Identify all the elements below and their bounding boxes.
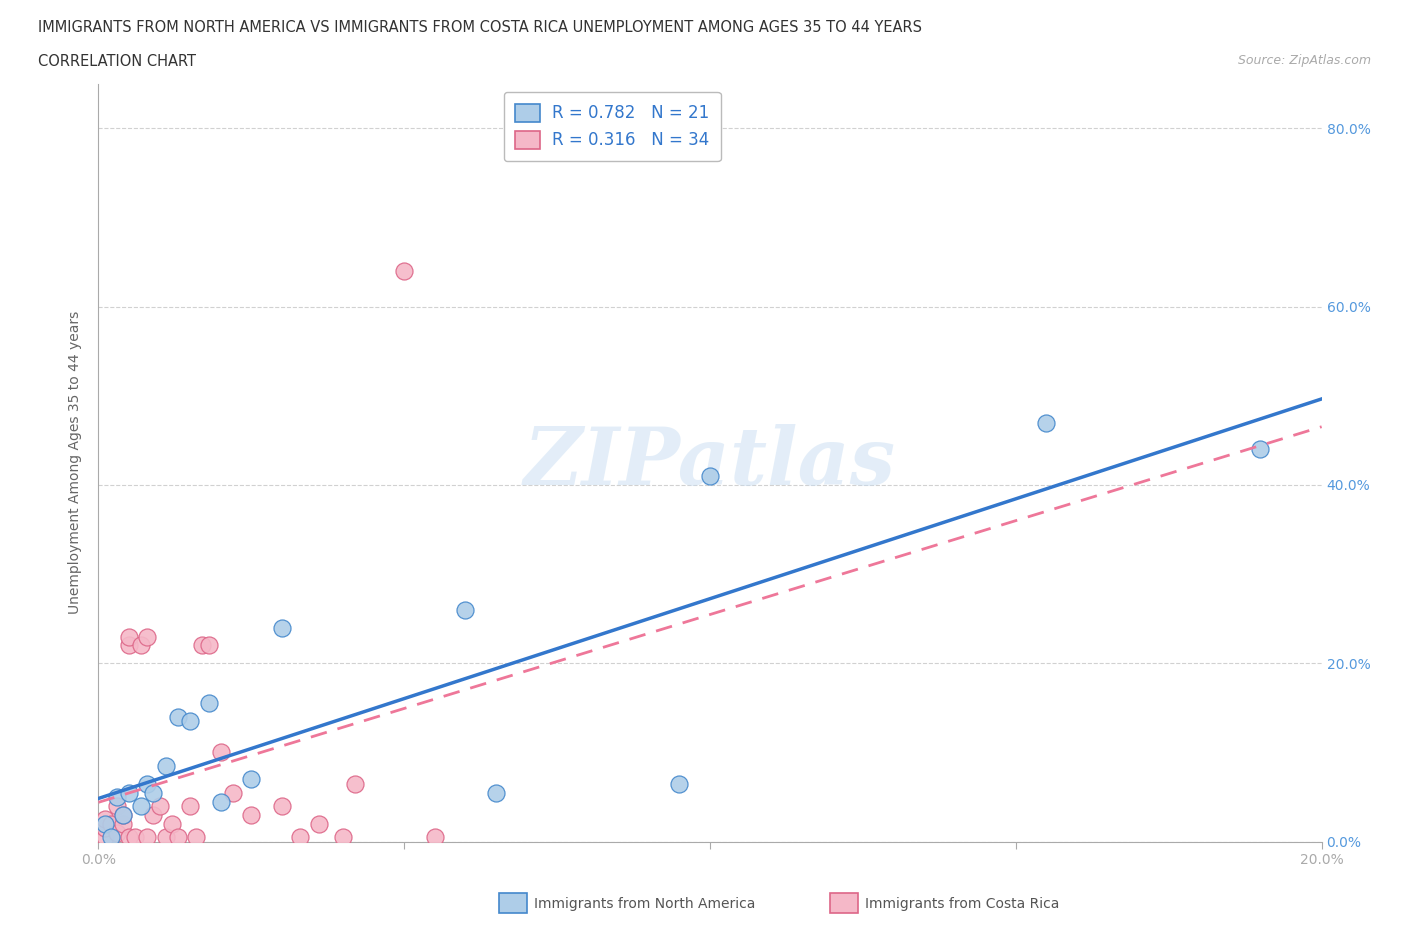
Point [124, 830, 146, 844]
Point [136, 777, 159, 791]
Point [186, 830, 208, 844]
Point [1249, 442, 1271, 457]
Point [100, 830, 122, 844]
Point [240, 807, 263, 822]
Point [118, 785, 141, 800]
Point [142, 785, 165, 800]
Legend: R = 0.782   N = 21, R = 0.316   N = 34: R = 0.782 N = 21, R = 0.316 N = 34 [503, 92, 721, 161]
Point [118, 638, 141, 653]
Point [111, 807, 134, 822]
Point [111, 807, 134, 822]
Point [160, 817, 183, 831]
Point [308, 817, 330, 831]
Point [105, 799, 128, 814]
Point [485, 785, 508, 800]
Point [209, 794, 232, 809]
Point [155, 830, 177, 844]
Text: CORRELATION CHART: CORRELATION CHART [38, 54, 195, 69]
Point [167, 830, 190, 844]
Point [118, 830, 141, 844]
Point [179, 714, 201, 729]
Point [136, 830, 159, 844]
Point [423, 830, 446, 844]
Text: Immigrants from North America: Immigrants from North America [534, 897, 755, 911]
Point [93, 817, 115, 831]
Point [179, 799, 201, 814]
Point [270, 799, 292, 814]
Point [668, 777, 690, 791]
Point [197, 696, 219, 711]
Text: Immigrants from Costa Rica: Immigrants from Costa Rica [865, 897, 1059, 911]
Point [111, 817, 134, 831]
Point [93, 830, 115, 844]
Point [100, 817, 122, 831]
Point [240, 772, 263, 787]
Text: IMMIGRANTS FROM NORTH AMERICA VS IMMIGRANTS FROM COSTA RICA UNEMPLOYMENT AMONG A: IMMIGRANTS FROM NORTH AMERICA VS IMMIGRA… [38, 20, 922, 35]
Point [209, 745, 232, 760]
Point [1035, 415, 1057, 430]
Point [191, 638, 214, 653]
Point [290, 830, 312, 844]
Point [136, 629, 159, 644]
Point [167, 710, 190, 724]
Point [142, 807, 165, 822]
Point [454, 603, 477, 618]
Point [118, 629, 141, 644]
Text: Source: ZipAtlas.com: Source: ZipAtlas.com [1237, 54, 1371, 67]
Point [344, 777, 367, 791]
Y-axis label: Unemployment Among Ages 35 to 44 years: Unemployment Among Ages 35 to 44 years [67, 311, 82, 615]
Text: ZIPatlas: ZIPatlas [524, 424, 896, 501]
Point [129, 799, 152, 814]
Point [332, 830, 354, 844]
Point [155, 759, 177, 774]
Point [105, 825, 128, 840]
Point [129, 638, 152, 653]
Point [93, 812, 115, 827]
Point [105, 790, 128, 804]
Point [93, 821, 115, 836]
Point [149, 799, 172, 814]
Point [197, 638, 219, 653]
Point [222, 785, 245, 800]
Point [699, 469, 721, 484]
Point [392, 263, 416, 278]
Point [270, 620, 292, 635]
